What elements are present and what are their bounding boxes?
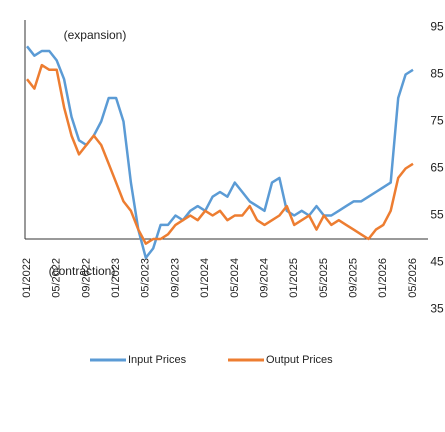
legend-label: Output Prices bbox=[266, 354, 333, 366]
x-tick-label: 09/2025 bbox=[348, 258, 360, 298]
y-tick-label: 95 bbox=[430, 20, 444, 34]
annotation: (expansion) bbox=[64, 28, 127, 42]
x-tick-label: 01/2023 bbox=[110, 258, 122, 298]
x-tick-label: 05/2025 bbox=[318, 258, 330, 298]
x-tick-label: 05/2023 bbox=[140, 258, 152, 298]
x-tick-label: 05/2024 bbox=[229, 258, 241, 298]
x-tick-label: 09/2024 bbox=[258, 258, 270, 298]
y-tick-label: 45 bbox=[430, 255, 444, 269]
x-tick-label: 05/2022 bbox=[51, 258, 63, 298]
x-tick-label: 01/2022 bbox=[21, 258, 33, 298]
y-tick-label: 55 bbox=[430, 208, 444, 222]
x-tick-label: 01/2024 bbox=[199, 258, 211, 298]
legend-label: Input Prices bbox=[128, 354, 187, 366]
y-tick-label: 35 bbox=[430, 302, 444, 316]
y-tick-label: 65 bbox=[430, 161, 444, 175]
y-tick-label: 75 bbox=[430, 114, 444, 128]
y-tick-label: 85 bbox=[430, 67, 444, 81]
series-line bbox=[26, 45, 414, 260]
x-tick-label: 05/2026 bbox=[407, 258, 419, 298]
x-tick-label: 01/2026 bbox=[377, 258, 389, 298]
x-tick-label: 09/2023 bbox=[169, 258, 181, 298]
x-tick-label: 09/2022 bbox=[80, 258, 92, 298]
series-line bbox=[26, 63, 414, 245]
annotation: (contraction) bbox=[49, 264, 116, 278]
x-tick-label: 01/2025 bbox=[288, 258, 300, 298]
